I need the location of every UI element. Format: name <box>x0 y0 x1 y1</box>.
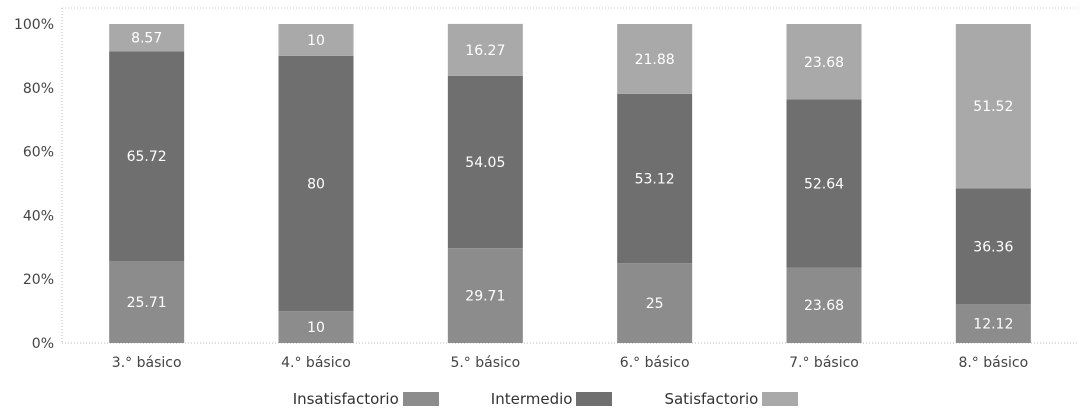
x-tick-label: 6.° básico <box>620 355 690 371</box>
data-label: 23.68 <box>804 55 844 71</box>
bar-segment-insatisfactorio <box>786 267 862 343</box>
data-label: 23.68 <box>804 298 844 314</box>
stacked-bar-chart: 0% 20% 40% 60% 80% 100% 25.71 65.72 8.57 3.° bási… <box>14 7 1078 371</box>
bar-segment-satisfactorio <box>617 24 693 94</box>
y-tick-label: 100% <box>14 17 54 33</box>
data-label: 52.64 <box>804 177 844 193</box>
data-label: 10 <box>307 320 325 336</box>
bar-segment-intermedio <box>786 99 862 268</box>
bar-segment-insatisfactorio <box>447 248 523 343</box>
data-label: 29.71 <box>465 289 505 305</box>
x-tick-label: 8.° básico <box>958 355 1028 371</box>
y-tick-label: 60% <box>23 145 54 161</box>
bar-segment-satisfactorio <box>955 24 1031 189</box>
legend-label-satisfactorio: Satisfactorio <box>664 390 759 408</box>
bar-segment-satisfactorio <box>278 24 354 56</box>
bar-segment-insatisfactorio <box>955 304 1031 343</box>
data-label: 51.52 <box>973 99 1013 115</box>
legend-item-satisfactorio: Satisfactorio <box>664 390 799 408</box>
legend-swatch-satisfactorio <box>762 392 799 406</box>
legend-swatch-intermedio <box>576 392 613 406</box>
data-label: 8.57 <box>131 31 162 47</box>
legend-label-intermedio: Intermedio <box>490 390 573 408</box>
x-tick-label: 4.° básico <box>281 355 351 371</box>
y-tick-label: 40% <box>23 208 54 224</box>
legend-label-insatisfactorio: Insatisfactorio <box>292 390 399 408</box>
data-label: 21.88 <box>635 52 675 68</box>
bar-segment-intermedio <box>617 93 693 264</box>
data-label: 12.12 <box>973 317 1013 333</box>
bar-segment-intermedio <box>109 51 185 261</box>
y-tick-label: 20% <box>23 272 54 288</box>
data-label: 10 <box>307 33 325 49</box>
y-tick-label: 0% <box>32 336 54 352</box>
data-label: 16.27 <box>465 43 505 59</box>
bar-segment-satisfactorio <box>786 24 862 100</box>
x-tick-label: 3.° básico <box>112 355 182 371</box>
data-label: 53.12 <box>635 172 675 188</box>
chart-legend: Insatisfactorio Intermedio Satisfactorio <box>0 388 1091 410</box>
bar-segment-intermedio <box>278 55 354 312</box>
data-label: 80 <box>307 177 325 193</box>
data-label: 25 <box>646 296 664 312</box>
bar-segment-intermedio <box>447 75 523 249</box>
data-label: 36.36 <box>973 239 1013 255</box>
bar-segment-intermedio <box>955 188 1031 305</box>
x-tick-label: 7.° básico <box>789 355 859 371</box>
data-label: 25.71 <box>127 295 167 311</box>
legend-swatch-insatisfactorio <box>402 392 439 406</box>
legend-item-insatisfactorio: Insatisfactorio <box>293 390 439 408</box>
bar-segment-satisfactorio <box>447 23 523 76</box>
legend-item-intermedio: Intermedio <box>491 390 613 408</box>
data-label: 65.72 <box>127 149 167 165</box>
bar-segment-insatisfactorio <box>109 260 185 343</box>
bar-segment-insatisfactorio <box>617 263 693 343</box>
data-label: 54.05 <box>465 155 505 171</box>
bar-segment-insatisfactorio <box>278 311 354 343</box>
bar-segment-satisfactorio <box>109 24 185 52</box>
y-tick-label: 80% <box>23 81 54 97</box>
x-tick-label: 5.° básico <box>450 355 520 371</box>
